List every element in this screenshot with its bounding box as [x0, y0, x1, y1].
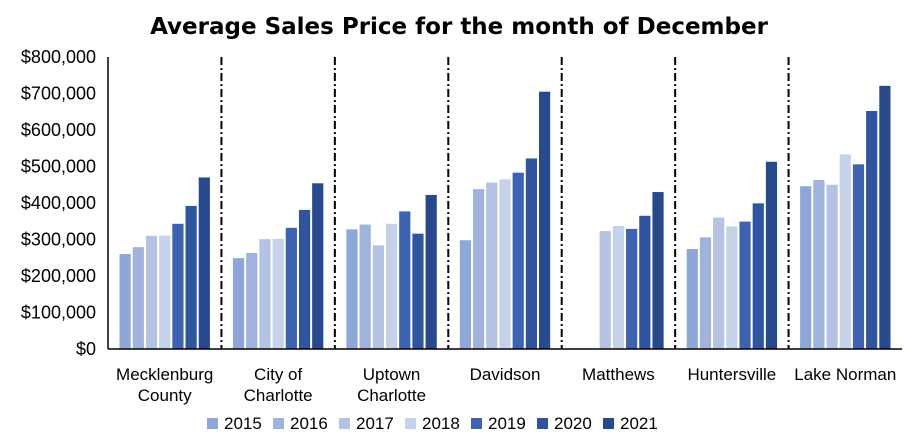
y-tick-label: $600,000	[21, 120, 96, 140]
bar-2016	[132, 247, 144, 349]
bar-2017	[259, 239, 271, 349]
x-tick-label: City of Charlotte	[244, 365, 313, 405]
bar-2019	[172, 223, 184, 349]
y-tick-label: $0	[76, 339, 96, 359]
bar-2021	[539, 91, 551, 350]
bar-2021	[879, 85, 891, 350]
bar-2017	[713, 217, 725, 349]
legend-label: 2015	[224, 414, 262, 433]
bar-2015	[459, 240, 471, 349]
bar-2016	[473, 189, 485, 349]
bar-2019	[512, 172, 524, 349]
bar-2018	[839, 154, 851, 349]
bar-2019	[739, 221, 751, 349]
x-tick-label: Huntersville	[687, 365, 776, 384]
y-tick-label: $700,000	[21, 84, 96, 104]
y-tick-label: $400,000	[21, 193, 96, 213]
y-tick-label: $100,000	[21, 303, 96, 323]
bar-2018	[272, 238, 284, 349]
bar-2017	[599, 231, 611, 349]
legend-swatch-2021	[603, 418, 614, 429]
x-tick-label: Davidson	[470, 365, 541, 384]
bar-2020	[752, 203, 764, 349]
bar-2020	[412, 233, 424, 349]
bar-2018	[499, 179, 511, 349]
bar-2016	[246, 253, 258, 349]
legend-label: 2019	[488, 414, 526, 433]
bar-2019	[399, 211, 411, 349]
bar-2020	[866, 111, 878, 350]
legend-label: 2021	[620, 414, 658, 433]
category-separators	[220, 57, 790, 349]
y-tick-label: $500,000	[21, 157, 96, 177]
bars	[119, 85, 891, 350]
bar-2017	[145, 235, 158, 349]
bar-2017	[486, 182, 498, 349]
bar-2018	[612, 225, 625, 349]
bar-2020	[525, 158, 537, 349]
x-tick-label: Lake Norman	[794, 365, 896, 384]
legend-swatch-2016	[273, 418, 284, 429]
bar-2019	[626, 228, 638, 349]
legend: 2015 2016 2017 2018 2019 2020 2021	[207, 414, 658, 433]
bar-2018	[726, 226, 738, 349]
bar-2017	[372, 245, 384, 349]
legend-swatch-2019	[471, 418, 482, 429]
bar-2020	[298, 209, 311, 349]
bar-2019	[285, 227, 297, 349]
y-tick-label: $800,000	[21, 47, 96, 67]
legend-label: 2020	[554, 414, 592, 433]
bar-2018	[385, 223, 398, 349]
bar-2020	[185, 205, 197, 349]
bar-2020	[639, 215, 651, 349]
bar-2021	[652, 192, 664, 349]
bar-2018	[159, 235, 171, 349]
bar-2017	[826, 184, 838, 349]
legend-swatch-2017	[339, 418, 350, 429]
legend-label: 2016	[290, 414, 328, 433]
x-tick-label: Matthews	[582, 365, 655, 384]
bar-2015	[346, 229, 358, 349]
bar-2015	[686, 248, 698, 349]
bar-2016	[359, 224, 371, 349]
bar-2019	[852, 164, 865, 349]
legend-label: 2017	[356, 414, 394, 433]
legend-swatch-2020	[537, 418, 548, 429]
x-tick-label: Mecklenburg County	[116, 365, 213, 405]
bar-2015	[232, 258, 245, 349]
legend-swatch-2018	[405, 418, 416, 429]
bar-2021	[312, 183, 324, 349]
bar-2016	[699, 237, 712, 349]
bar-2015	[800, 186, 812, 349]
x-axis: Mecklenburg County City of Charlotte Uptown C…	[108, 348, 902, 405]
bar-2015	[119, 254, 131, 349]
chart-title: Average Sales Price for the month of Dec…	[150, 14, 769, 40]
bar-2021	[765, 161, 778, 349]
y-axis: $0 $100,000 $200,000 $300,000 $400,000 $500,0…	[21, 47, 109, 359]
x-tick-label: Uptown Charlotte	[357, 365, 426, 405]
y-tick-label: $200,000	[21, 266, 96, 286]
bar-2021	[425, 194, 437, 349]
legend-label: 2018	[422, 414, 460, 433]
bar-2021	[198, 177, 210, 349]
legend-swatch-2015	[207, 418, 218, 429]
y-tick-label: $300,000	[21, 230, 96, 250]
bar-2016	[813, 180, 825, 349]
